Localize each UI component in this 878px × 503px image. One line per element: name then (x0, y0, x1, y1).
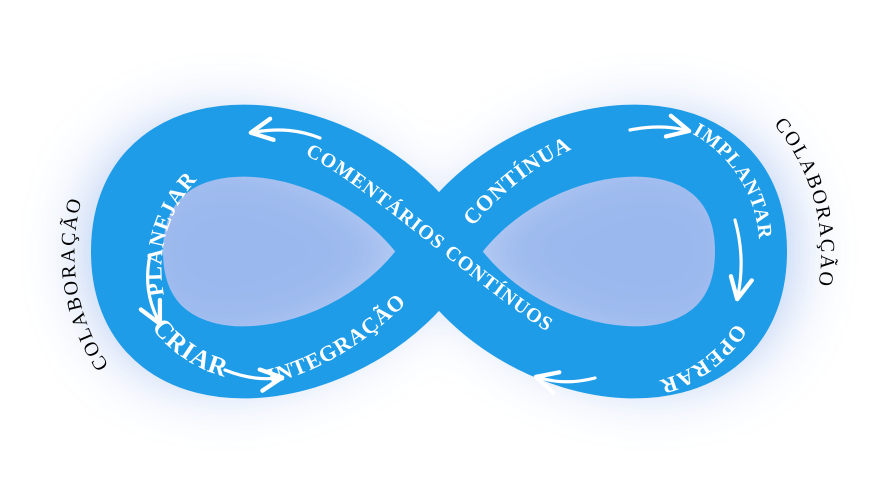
devops-infinity-diagram: PLANEJAR CRIAR INTEGRAÇÃO COMENTÁRIOS CO… (0, 0, 878, 503)
